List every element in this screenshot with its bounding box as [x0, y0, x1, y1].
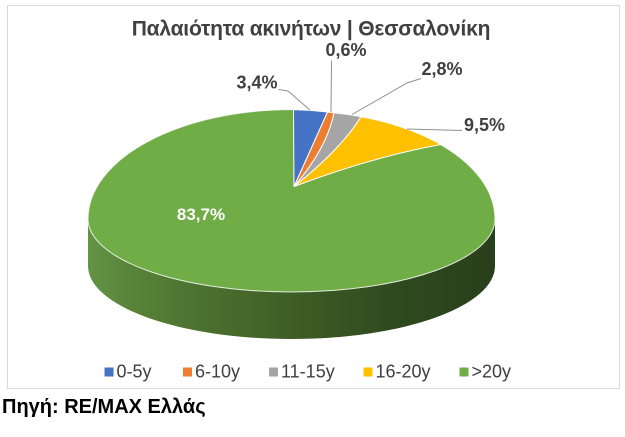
- svg-text:>20y: >20y: [472, 362, 512, 382]
- svg-text:6-10y: 6-10y: [195, 362, 240, 382]
- svg-text:3,4%: 3,4%: [236, 73, 277, 93]
- svg-text:83,7%: 83,7%: [177, 205, 225, 224]
- svg-text:Παλαιότητα ακινήτων | Θεσσαλον: Παλαιότητα ακινήτων | Θεσσαλονίκη: [132, 18, 491, 41]
- svg-text:2,8%: 2,8%: [421, 59, 462, 79]
- svg-text:Πηγή: RE/MAX Ελλάς: Πηγή: RE/MAX Ελλάς: [2, 396, 206, 418]
- svg-text:11-15y: 11-15y: [281, 362, 335, 382]
- svg-text:0-5y: 0-5y: [117, 362, 152, 382]
- svg-text:0,6%: 0,6%: [325, 40, 366, 60]
- svg-text:9,5%: 9,5%: [464, 115, 505, 135]
- svg-text:16-20y: 16-20y: [376, 362, 431, 382]
